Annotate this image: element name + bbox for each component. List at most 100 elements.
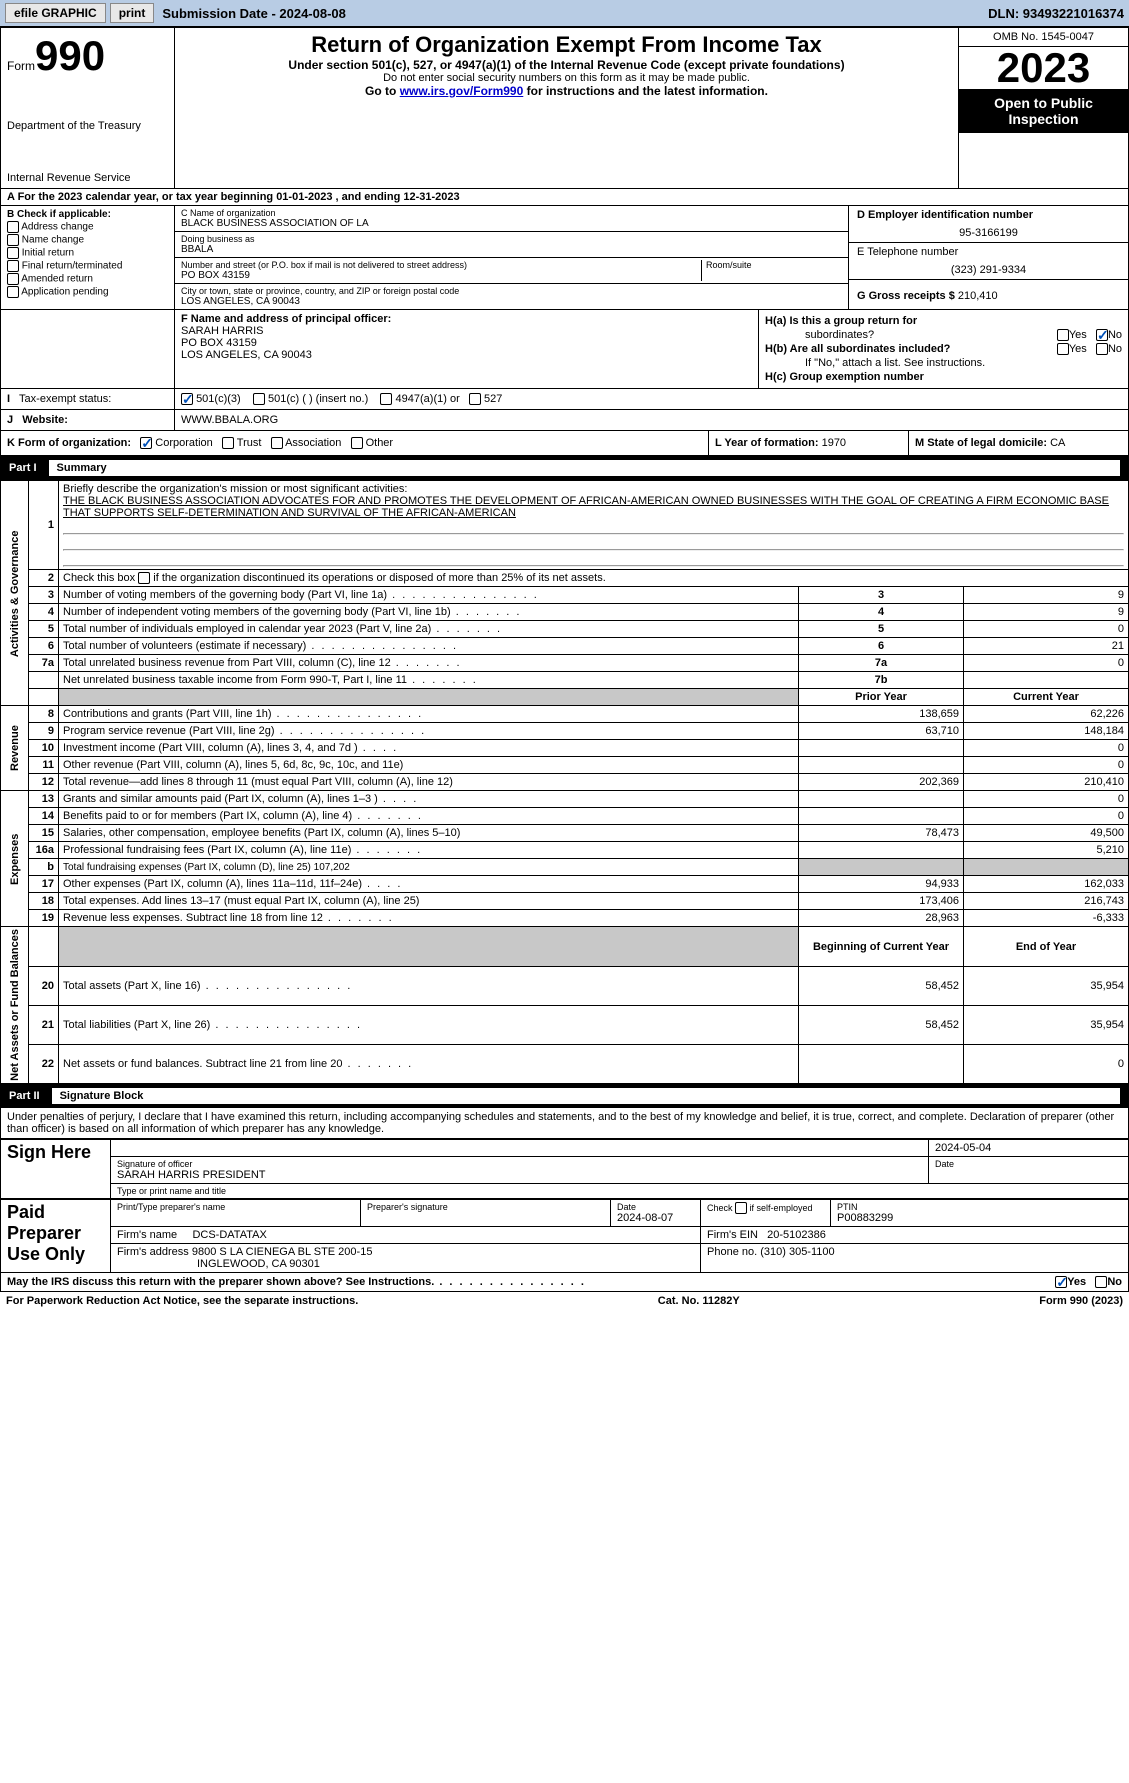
- sig-declaration: Under penalties of perjury, I declare th…: [0, 1108, 1129, 1139]
- year-formation-label: L Year of formation:: [715, 437, 819, 449]
- ha-no-chk[interactable]: [1096, 329, 1108, 341]
- domicile: CA: [1050, 437, 1065, 449]
- l16a: Professional fundraising fees (Part IX, …: [63, 844, 422, 856]
- form-subtitle: Under section 501(c), 527, or 4947(a)(1)…: [179, 58, 954, 72]
- paid-preparer-table: Paid Preparer Use Only Print/Type prepar…: [0, 1199, 1129, 1273]
- ein-value: 95-3166199: [857, 221, 1120, 239]
- tax-status-label: Tax-exempt status:: [19, 393, 111, 405]
- p13: [799, 791, 964, 808]
- chk-501c3[interactable]: [181, 393, 193, 405]
- officer-street: PO BOX 43159: [181, 337, 257, 349]
- check-self: Check if self-employed: [707, 1203, 813, 1213]
- l9: Program service revenue (Part VIII, line…: [63, 725, 426, 737]
- ptin: P00883299: [837, 1212, 893, 1224]
- c12: 210,410: [964, 774, 1129, 791]
- v7a: 0: [964, 655, 1129, 672]
- c16a: 5,210: [964, 842, 1129, 859]
- chk-initial[interactable]: Initial return: [7, 247, 168, 259]
- p20: 58,452: [799, 966, 964, 1005]
- firm-addr2: INGLEWOOD, CA 90301: [117, 1258, 320, 1270]
- col-c-org-info: C Name of organization BLACK BUSINESS AS…: [175, 206, 848, 309]
- chk-trust[interactable]: [222, 437, 234, 449]
- chk-501c[interactable]: [253, 393, 265, 405]
- p12: 202,369: [799, 774, 964, 791]
- part-2-num: Part II: [9, 1090, 52, 1102]
- p8: 138,659: [799, 706, 964, 723]
- tel-label: E Telephone number: [857, 246, 1120, 258]
- discuss-yes-chk[interactable]: [1055, 1276, 1067, 1288]
- l21: Total liabilities (Part X, line 26): [63, 1019, 362, 1031]
- cat-no: Cat. No. 11282Y: [658, 1295, 740, 1307]
- chk-assoc[interactable]: [271, 437, 283, 449]
- side-activities: Activities & Governance: [1, 481, 29, 706]
- c14: 0: [964, 808, 1129, 825]
- date-label: Date: [935, 1159, 954, 1169]
- section-f-h: F Name and address of principal officer:…: [0, 310, 1129, 389]
- print-button[interactable]: print: [110, 3, 155, 23]
- hb-no-chk[interactable]: [1096, 343, 1108, 355]
- chk-corp[interactable]: [140, 437, 152, 449]
- officer-sig-name: SARAH HARRIS PRESIDENT: [117, 1169, 266, 1181]
- city-value: LOS ANGELES, CA 90043: [181, 296, 842, 307]
- chk-final[interactable]: Final return/terminated: [7, 260, 168, 272]
- firm-addr-label: Firm's address: [117, 1246, 189, 1258]
- discuss-no-chk[interactable]: [1095, 1276, 1107, 1288]
- form-org-label: K Form of organization:: [7, 437, 131, 449]
- c9: 148,184: [964, 723, 1129, 740]
- p14: [799, 808, 964, 825]
- side-netassets: Net Assets or Fund Balances: [1, 927, 29, 1084]
- v7b: [964, 672, 1129, 689]
- goto-post: for instructions and the latest informat…: [523, 84, 768, 98]
- chk-self-emp[interactable]: [735, 1202, 747, 1214]
- row-j-website: J Website: WWW.BBALA.ORG: [0, 410, 1129, 431]
- open-inspection: Open to Public Inspection: [959, 89, 1128, 133]
- v4: 9: [964, 604, 1129, 621]
- p18: 173,406: [799, 893, 964, 910]
- footer: For Paperwork Reduction Act Notice, see …: [0, 1292, 1129, 1310]
- c13: 0: [964, 791, 1129, 808]
- part-2-title: Signature Block: [60, 1090, 144, 1102]
- chk-name[interactable]: Name change: [7, 234, 168, 246]
- sig-officer-label: Signature of officer: [117, 1159, 192, 1169]
- hb-label: H(b) Are all subordinates included?: [765, 343, 950, 355]
- chk-4947[interactable]: [380, 393, 392, 405]
- ein-label: D Employer identification number: [857, 209, 1120, 221]
- l6: Total number of volunteers (estimate if …: [63, 640, 458, 652]
- col-b-checkboxes: B Check if applicable: Address change Na…: [1, 206, 175, 309]
- firm-ein: 20-5102386: [767, 1229, 826, 1241]
- form-number: 990: [35, 32, 105, 79]
- l12: Total revenue—add lines 8 through 11 (mu…: [63, 776, 453, 788]
- officer-city: LOS ANGELES, CA 90043: [181, 349, 312, 361]
- hdr-curr: Current Year: [964, 689, 1129, 706]
- hdr-end: End of Year: [964, 927, 1129, 966]
- hb-note: If "No," attach a list. See instructions…: [765, 357, 1122, 369]
- chk-other[interactable]: [351, 437, 363, 449]
- col-b-title: B Check if applicable:: [7, 209, 168, 220]
- hdr-prior: Prior Year: [799, 689, 964, 706]
- summary-table: Activities & Governance 1 Briefly descri…: [0, 480, 1129, 1084]
- irs-link[interactable]: www.irs.gov/Form990: [400, 84, 524, 98]
- ha-yes-chk[interactable]: [1057, 329, 1069, 341]
- prep-sig-label: Preparer's signature: [367, 1202, 448, 1212]
- sign-here-label: Sign Here: [1, 1140, 111, 1199]
- room-label: Room/suite: [706, 260, 842, 270]
- row-a-tax-year: A For the 2023 calendar year, or tax yea…: [0, 189, 1129, 206]
- chk-address[interactable]: Address change: [7, 221, 168, 233]
- submission-date: Submission Date - 2024-08-08: [162, 6, 988, 21]
- v3: 9: [964, 587, 1129, 604]
- tax-year: 2023: [959, 47, 1128, 89]
- prep-name-label: Print/Type preparer's name: [117, 1202, 225, 1212]
- chk-527[interactable]: [469, 393, 481, 405]
- l8: Contributions and grants (Part VIII, lin…: [63, 708, 423, 720]
- c18: 216,743: [964, 893, 1129, 910]
- side-revenue: Revenue: [1, 706, 29, 791]
- l13: Grants and similar amounts paid (Part IX…: [63, 793, 418, 805]
- row-k-l-m: K Form of organization: Corporation Trus…: [0, 431, 1129, 456]
- p9: 63,710: [799, 723, 964, 740]
- l2-chk[interactable]: [138, 572, 150, 584]
- chk-pending[interactable]: Application pending: [7, 286, 168, 298]
- firm-name: DCS-DATATAX: [192, 1229, 266, 1241]
- col-d-ein: D Employer identification number 95-3166…: [848, 206, 1128, 309]
- hb-yes-chk[interactable]: [1057, 343, 1069, 355]
- chk-amended[interactable]: Amended return: [7, 273, 168, 285]
